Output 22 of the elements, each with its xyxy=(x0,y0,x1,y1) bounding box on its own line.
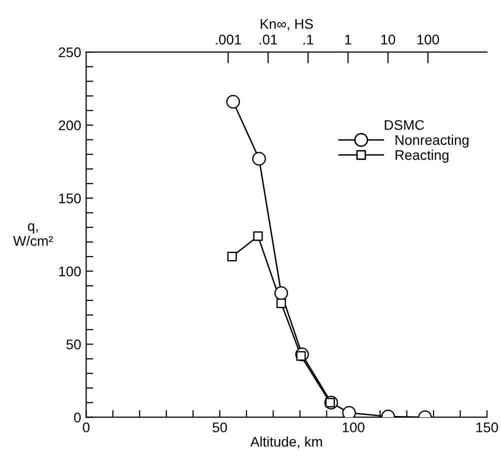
x2-tick-label: .01 xyxy=(260,34,278,44)
y-tick-label: 250 xyxy=(58,47,81,58)
legend-title: DSMC xyxy=(384,120,424,130)
legend-label: Reacting xyxy=(396,150,448,163)
y-axis-title: q, W/cm² xyxy=(13,223,53,246)
x2-axis-title: Kn∞, HS xyxy=(260,19,313,31)
y-tick-label: 0 xyxy=(74,412,81,422)
x2-tick-label: 10 xyxy=(381,34,396,44)
x2-tick-label: 1 xyxy=(345,34,352,44)
y-tick-label: 200 xyxy=(58,120,81,130)
x-tick-label: 150 xyxy=(476,422,498,432)
x-tick-label: 100 xyxy=(342,422,364,432)
y-tick-label: 50 xyxy=(66,340,81,350)
y-tick-label: 150 xyxy=(59,193,81,204)
legend-label: Nonreacting xyxy=(396,134,469,148)
x2-tick-label: 100 xyxy=(417,34,439,44)
x-axis-title: Altitude, km xyxy=(250,436,322,448)
y-tick-label: 100 xyxy=(59,266,81,276)
x2-tick-label: .1 xyxy=(304,34,314,44)
x-tick-label: 50 xyxy=(212,422,227,432)
x-tick-label: 0 xyxy=(82,422,90,432)
x2-tick-label: .001 xyxy=(216,34,241,44)
